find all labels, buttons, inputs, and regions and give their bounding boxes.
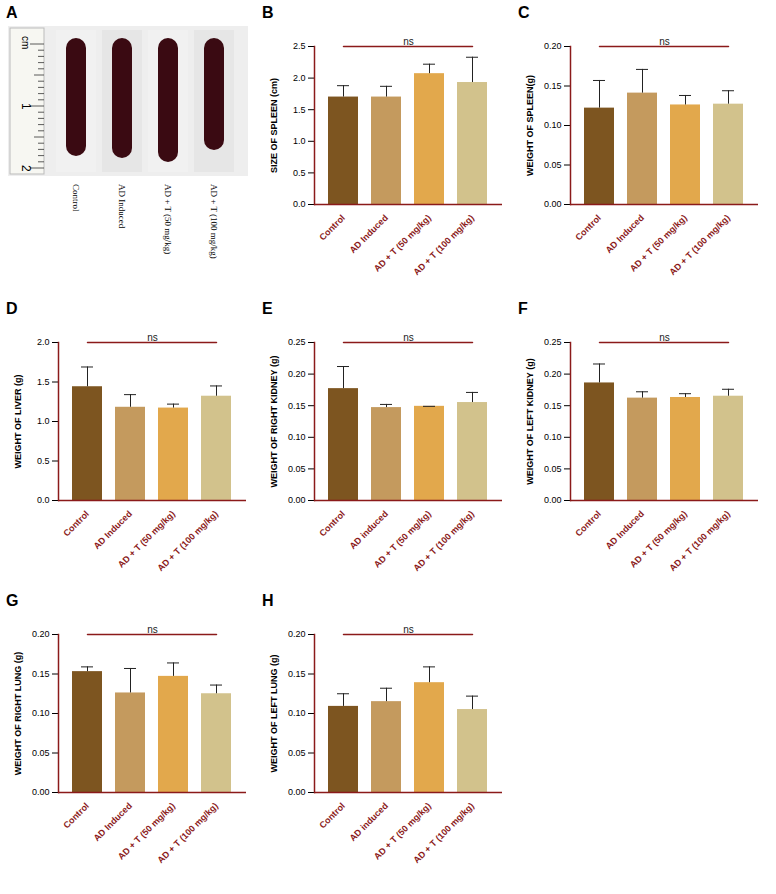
svg-text:0.00: 0.00	[288, 787, 306, 797]
svg-text:AD + T (100 mg/kg): AD + T (100 mg/kg)	[667, 509, 732, 574]
svg-text:0.5: 0.5	[37, 456, 50, 466]
svg-text:AD Induced: AD Induced	[348, 213, 390, 255]
svg-text:AD Induced: AD Induced	[92, 801, 134, 843]
svg-text:WEIGHT OF RIGHT LUNG (g): WEIGHT OF RIGHT LUNG (g)	[13, 652, 23, 775]
svg-text:2.0: 2.0	[293, 73, 306, 83]
html-text:A: A	[6, 4, 18, 21]
svg-text:WEIGHT OF LIVER (g): WEIGHT OF LIVER (g)	[13, 375, 23, 469]
svg-text:0.00: 0.00	[32, 787, 50, 797]
svg-text:AD Induced: AD Induced	[604, 213, 646, 255]
svg-text:Control: Control	[71, 184, 81, 212]
svg-text:0.5: 0.5	[293, 168, 306, 178]
svg-text:1.5: 1.5	[37, 377, 50, 387]
svg-text:0.00: 0.00	[288, 495, 306, 505]
svg-text:AD + T (50 mg/kg): AD + T (50 mg/kg)	[116, 800, 177, 862]
svg-text:ns: ns	[403, 624, 414, 635]
svg-text:Control: Control	[317, 509, 347, 539]
svg-text:WEIGHT OF SPLEEN(g): WEIGHT OF SPLEEN(g)	[525, 75, 535, 176]
svg-text:0.20: 0.20	[544, 41, 562, 51]
svg-text:0.10: 0.10	[32, 708, 50, 718]
svg-text:0.00: 0.00	[544, 199, 562, 209]
svg-text:0.10: 0.10	[288, 432, 306, 442]
svg-text:AD Induced: AD Induced	[92, 509, 134, 551]
html-text:B: B	[262, 4, 274, 21]
svg-text:2.0: 2.0	[37, 337, 50, 347]
svg-text:AD + T (100 mg/kg): AD + T (100 mg/kg)	[209, 184, 219, 259]
svg-text:AD + T (100 mg/kg): AD + T (100 mg/kg)	[411, 801, 476, 866]
svg-text:AD induced: AD induced	[348, 509, 390, 551]
svg-text:2: 2	[19, 165, 33, 172]
svg-text:0.05: 0.05	[544, 160, 562, 170]
svg-text:Control: Control	[317, 213, 347, 243]
svg-text:Control: Control	[573, 509, 603, 539]
svg-text:ns: ns	[659, 36, 670, 47]
svg-text:0.15: 0.15	[544, 401, 562, 411]
svg-text:AD Induced: AD Induced	[117, 184, 127, 229]
svg-text:AD + T (50 mg/kg): AD + T (50 mg/kg)	[372, 800, 433, 862]
svg-text:1.0: 1.0	[37, 416, 50, 426]
svg-text:AD + T (50 mg/kg): AD + T (50 mg/kg)	[116, 508, 177, 570]
svg-text:AD + T (100 mg/kg): AD + T (100 mg/kg)	[667, 213, 732, 278]
svg-text:0.25: 0.25	[544, 337, 562, 347]
svg-text:AD + T (100 mg/kg): AD + T (100 mg/kg)	[411, 213, 476, 278]
svg-text:AD Induced: AD Induced	[604, 509, 646, 551]
svg-text:AD + T (100 mg/kg): AD + T (100 mg/kg)	[411, 509, 476, 574]
svg-text:ns: ns	[403, 332, 414, 343]
svg-text:AD + T (50 mg/kg): AD + T (50 mg/kg)	[372, 508, 433, 570]
svg-text:2.5: 2.5	[293, 41, 306, 51]
svg-text:SIZE OF SPLEEN (cm): SIZE OF SPLEEN (cm)	[269, 78, 279, 173]
svg-text:0.20: 0.20	[544, 369, 562, 379]
svg-text:0.05: 0.05	[288, 464, 306, 474]
svg-text:0.05: 0.05	[32, 748, 50, 758]
svg-text:AD + T (100 mg/kg): AD + T (100 mg/kg)	[155, 509, 220, 574]
svg-text:AD + T (50 mg/kg): AD + T (50 mg/kg)	[163, 184, 173, 254]
svg-text:1.5: 1.5	[293, 105, 306, 115]
svg-text:0.10: 0.10	[544, 432, 562, 442]
svg-text:WEIGHT OF LEFT KIDNEY (g): WEIGHT OF LEFT KIDNEY (g)	[525, 358, 535, 484]
svg-text:0.20: 0.20	[288, 369, 306, 379]
svg-text:0.15: 0.15	[288, 669, 306, 679]
svg-text:cm: cm	[20, 36, 31, 49]
svg-text:0.20: 0.20	[32, 629, 50, 639]
svg-text:0.15: 0.15	[544, 81, 562, 91]
html-text:E: E	[262, 300, 273, 317]
svg-text:0.0: 0.0	[37, 495, 50, 505]
svg-text:ns: ns	[403, 36, 414, 47]
html-text:G: G	[6, 592, 19, 609]
svg-text:AD induced: AD induced	[348, 801, 390, 843]
html-text:D: D	[6, 300, 18, 317]
svg-text:0.15: 0.15	[32, 669, 50, 679]
svg-text:Control: Control	[573, 213, 603, 243]
svg-text:0.00: 0.00	[544, 495, 562, 505]
svg-text:Control: Control	[61, 509, 91, 539]
svg-text:0.25: 0.25	[288, 337, 306, 347]
svg-text:ns: ns	[659, 332, 670, 343]
svg-text:AD + T (50 mg/kg): AD + T (50 mg/kg)	[372, 212, 433, 274]
svg-text:WEIGHT OF LEFT LUNG (g): WEIGHT OF LEFT LUNG (g)	[269, 655, 279, 773]
html-text:C: C	[518, 4, 530, 21]
svg-text:0.05: 0.05	[288, 748, 306, 758]
svg-text:0.05: 0.05	[544, 464, 562, 474]
html-text:H: H	[262, 592, 274, 609]
svg-text:0.10: 0.10	[288, 708, 306, 718]
svg-text:AD + T (50 mg/kg): AD + T (50 mg/kg)	[628, 212, 689, 274]
svg-text:AD + T (50 mg/kg): AD + T (50 mg/kg)	[628, 508, 689, 570]
svg-text:1: 1	[19, 103, 33, 110]
svg-text:0.10: 0.10	[544, 120, 562, 130]
svg-text:0.15: 0.15	[288, 401, 306, 411]
html-text:F: F	[518, 300, 528, 317]
svg-text:Control: Control	[61, 801, 91, 831]
svg-text:Control: Control	[317, 801, 347, 831]
svg-text:0.20: 0.20	[288, 629, 306, 639]
svg-text:WEIGHT OF RIGHT KIDNEY (g): WEIGHT OF RIGHT KIDNEY (g)	[269, 356, 279, 488]
svg-text:1.0: 1.0	[293, 136, 306, 146]
svg-text:AD + T (100 mg/kg): AD + T (100 mg/kg)	[155, 801, 220, 866]
svg-text:ns: ns	[147, 332, 158, 343]
svg-text:0.0: 0.0	[293, 199, 306, 209]
svg-text:ns: ns	[147, 624, 158, 635]
